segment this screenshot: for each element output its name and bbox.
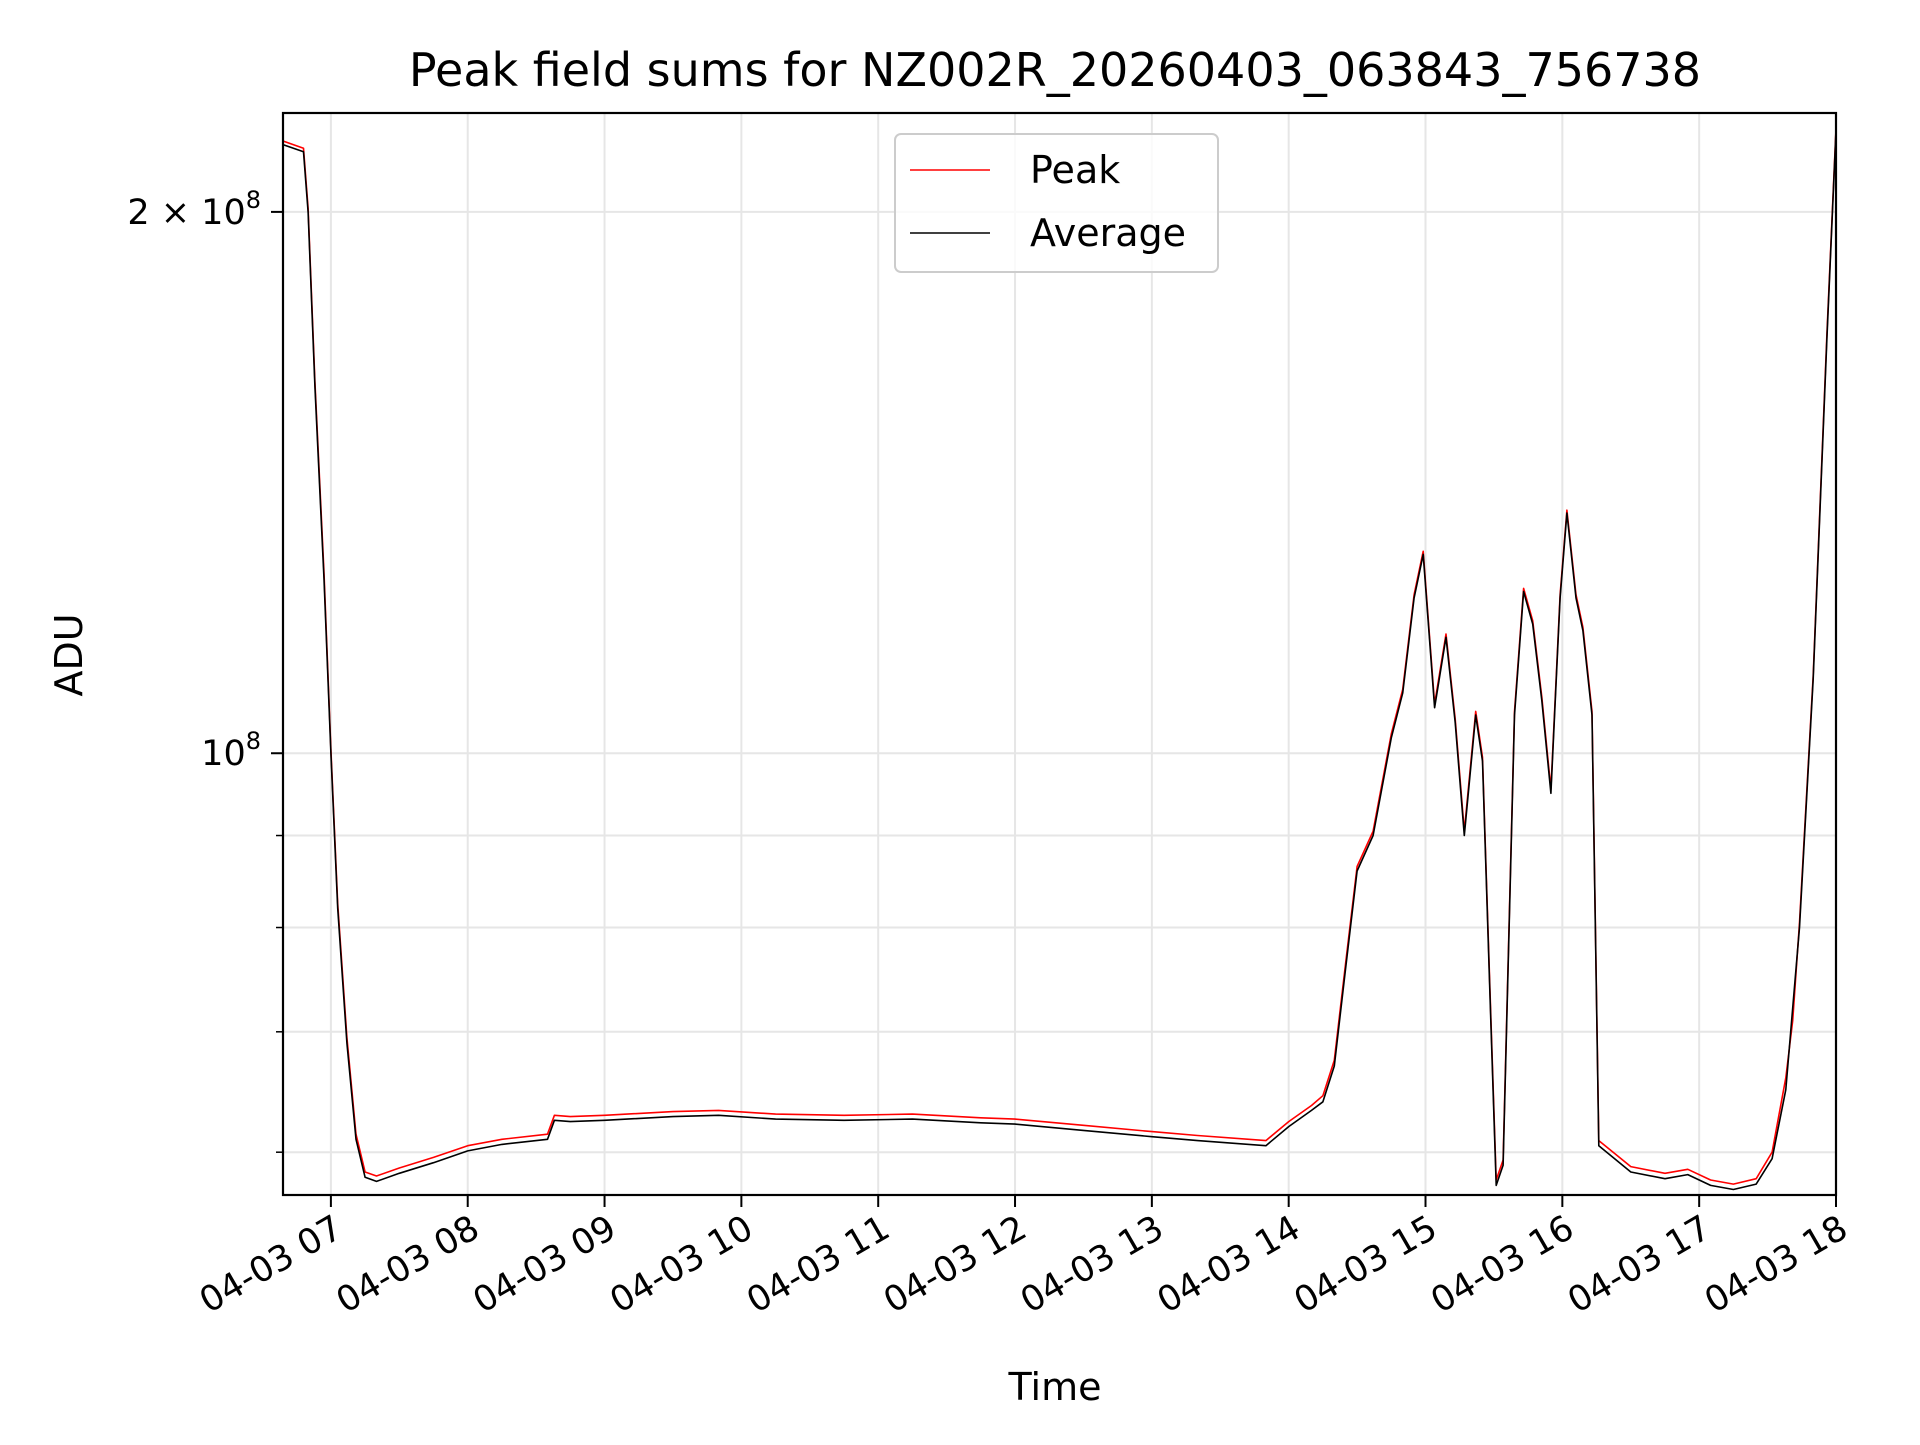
series-lines bbox=[283, 127, 1836, 1191]
plot-frame bbox=[281, 111, 1838, 1197]
y-tick-label: 108 bbox=[201, 727, 261, 774]
legend-label-average: Average bbox=[1030, 211, 1186, 255]
y-tick-label: 2 × 108 bbox=[127, 186, 261, 233]
chart-title: Peak field sums for NZ002R_20260403_0638… bbox=[409, 43, 1701, 97]
series-line-peak bbox=[283, 127, 1836, 1185]
y-axis-label: ADU bbox=[47, 613, 91, 696]
series-line-average bbox=[283, 129, 1836, 1191]
x-axis-label: Time bbox=[1008, 1365, 1102, 1409]
legend-box bbox=[894, 133, 1219, 273]
legend: Peak Average bbox=[894, 133, 1219, 273]
legend-label-peak: Peak bbox=[1030, 148, 1120, 192]
